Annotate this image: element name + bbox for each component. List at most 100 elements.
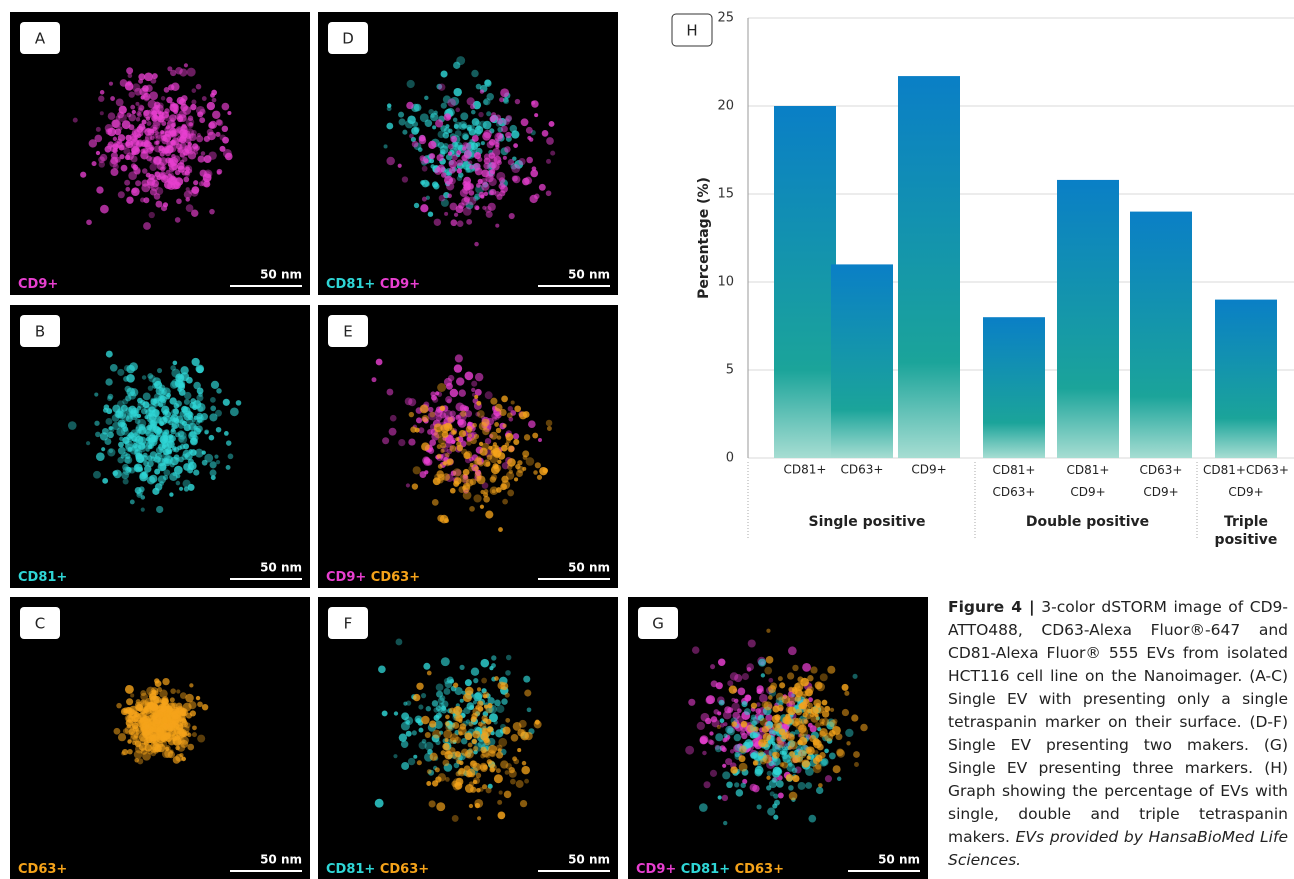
localization bbox=[384, 144, 388, 148]
localization bbox=[460, 112, 468, 120]
localization bbox=[476, 401, 481, 406]
localization bbox=[204, 430, 208, 434]
localization bbox=[382, 437, 389, 444]
localization bbox=[420, 204, 428, 212]
localization bbox=[390, 415, 397, 422]
localization bbox=[188, 190, 192, 194]
localization bbox=[396, 639, 403, 646]
localization bbox=[130, 105, 135, 110]
localization bbox=[185, 452, 193, 460]
localization bbox=[196, 106, 205, 115]
localization bbox=[467, 429, 472, 434]
localization bbox=[778, 793, 784, 799]
localization bbox=[500, 682, 508, 690]
localization bbox=[483, 121, 492, 130]
localization bbox=[509, 213, 515, 219]
localization bbox=[210, 397, 216, 403]
localization bbox=[766, 656, 774, 664]
localization bbox=[100, 154, 107, 161]
localization bbox=[412, 121, 418, 127]
localization bbox=[471, 110, 476, 115]
localization bbox=[86, 219, 92, 225]
localization bbox=[710, 770, 717, 777]
localization bbox=[131, 187, 140, 196]
localization bbox=[748, 639, 756, 647]
localization bbox=[126, 196, 133, 203]
localization bbox=[422, 166, 428, 172]
localization bbox=[463, 469, 470, 476]
localization bbox=[144, 72, 153, 81]
x-tick-label: CD81+CD9+ bbox=[1067, 463, 1110, 499]
localization bbox=[102, 428, 109, 435]
localization bbox=[136, 424, 144, 432]
localization bbox=[477, 410, 485, 418]
localization bbox=[178, 430, 185, 437]
localization bbox=[204, 454, 213, 463]
localization bbox=[792, 665, 798, 671]
localization bbox=[485, 206, 492, 213]
localization bbox=[435, 119, 443, 127]
localization bbox=[746, 663, 754, 671]
localization bbox=[135, 727, 140, 732]
localization bbox=[419, 137, 427, 145]
panel-letter: F bbox=[344, 615, 353, 633]
localization bbox=[131, 156, 138, 163]
localization bbox=[222, 103, 230, 111]
localization bbox=[211, 90, 217, 96]
localization bbox=[170, 177, 178, 185]
localization bbox=[509, 470, 513, 474]
localization bbox=[138, 104, 144, 110]
localization bbox=[196, 696, 200, 700]
marker-name: CD63+ bbox=[18, 862, 67, 877]
localization bbox=[842, 684, 849, 691]
localization bbox=[491, 655, 496, 660]
localization bbox=[183, 151, 188, 156]
localization bbox=[550, 151, 555, 156]
localization bbox=[420, 404, 429, 413]
localization bbox=[813, 740, 822, 749]
localization bbox=[493, 448, 498, 453]
localization bbox=[223, 149, 232, 158]
localization bbox=[434, 474, 440, 480]
localization bbox=[842, 709, 849, 716]
localization bbox=[700, 735, 709, 744]
localization bbox=[173, 408, 179, 414]
localization bbox=[522, 450, 529, 457]
localization bbox=[475, 803, 480, 808]
localization bbox=[170, 117, 175, 122]
marker-label: CD63+ bbox=[18, 862, 67, 877]
localization bbox=[135, 450, 140, 455]
localization bbox=[145, 140, 150, 145]
localization bbox=[142, 471, 149, 478]
localization bbox=[460, 699, 464, 703]
localization bbox=[462, 186, 470, 194]
localization bbox=[421, 442, 430, 451]
localization bbox=[118, 410, 127, 419]
localization bbox=[456, 771, 461, 776]
localization bbox=[455, 108, 460, 113]
localization bbox=[824, 733, 833, 742]
localization bbox=[854, 762, 859, 767]
localization bbox=[496, 172, 505, 181]
localization bbox=[432, 125, 436, 129]
localization bbox=[191, 99, 196, 104]
localization bbox=[455, 437, 459, 441]
localization bbox=[741, 701, 747, 707]
localization bbox=[500, 185, 508, 193]
localization bbox=[782, 755, 790, 763]
localization bbox=[805, 782, 812, 789]
localization bbox=[101, 447, 105, 451]
localization bbox=[501, 476, 508, 483]
localization bbox=[810, 714, 819, 723]
localization bbox=[798, 724, 807, 733]
localization bbox=[441, 424, 450, 433]
localization bbox=[511, 734, 519, 742]
localization bbox=[468, 160, 472, 164]
localization bbox=[487, 93, 494, 100]
localization bbox=[146, 415, 154, 423]
localization bbox=[510, 779, 516, 785]
localization bbox=[768, 678, 773, 683]
localization bbox=[526, 157, 533, 164]
localization bbox=[709, 740, 714, 745]
localization bbox=[806, 755, 810, 759]
